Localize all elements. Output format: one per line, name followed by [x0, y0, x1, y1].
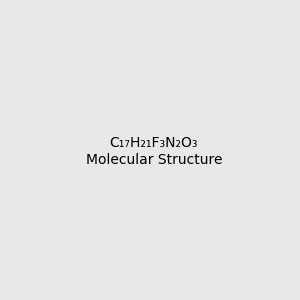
- Text: C₁₇H₂₁F₃N₂O₃
Molecular Structure: C₁₇H₂₁F₃N₂O₃ Molecular Structure: [85, 136, 222, 166]
